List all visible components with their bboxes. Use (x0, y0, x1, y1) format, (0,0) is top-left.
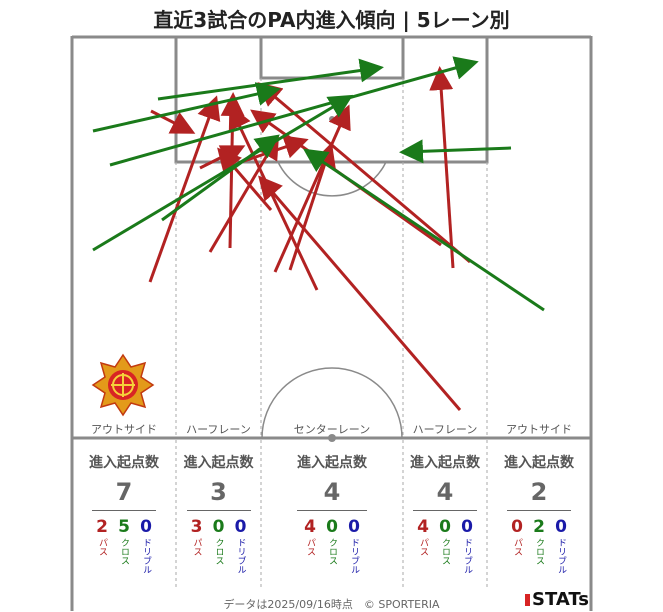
lane-stats-outside-left: 進入起点数 7 2 パス 5 クロス 0 ドリブル (72, 452, 176, 574)
entry-count-header: 進入起点数 (410, 455, 480, 471)
cross-arrow (109, 56, 479, 167)
entry-count-header: 進入起点数 (89, 455, 159, 471)
cross-count: 2 (533, 517, 545, 537)
dribble-label: ドリブル (235, 538, 246, 574)
cross-count: 0 (212, 517, 225, 537)
stat-lane-dividers (175, 440, 488, 590)
pass-arrow (258, 175, 462, 411)
brand-text: STATs (532, 589, 589, 610)
pass-label: パス (191, 538, 202, 556)
pass-label: パス (305, 538, 315, 556)
entry-count-total: 7 (115, 478, 133, 506)
lane-stats-halfspace-left: 進入起点数 3 3 パス 0 クロス 0 ドリブル (176, 452, 261, 574)
pass-count: 0 (511, 517, 523, 537)
pass-arrow (257, 82, 471, 264)
cross-arrow (303, 148, 545, 312)
pass-arrow (273, 104, 351, 273)
cross-label: クロス (534, 538, 544, 565)
cross-arrow (92, 94, 354, 252)
footer-credit: データは2025/09/16時点 © SPORTERIA (223, 598, 440, 611)
centre-circle (261, 367, 403, 439)
pass-arrow (208, 134, 280, 253)
entry-count-total: 4 (323, 478, 341, 506)
entry-count-total: 3 (210, 478, 227, 506)
cross-label: クロス (213, 538, 224, 565)
cross-label: クロス (327, 538, 337, 565)
chart-title: 直近3試合のPA内進入傾向 | 5レーン別 (153, 8, 510, 32)
cross-arrow (157, 58, 384, 101)
brand-logo: STATs (525, 589, 589, 610)
pitch-lines (70, 35, 593, 611)
cross-label: クロス (119, 538, 129, 565)
pass-arrow (228, 104, 319, 291)
pass-arrow (429, 66, 455, 269)
entry-count-total: 2 (530, 478, 548, 506)
divider (92, 510, 156, 511)
lane-stats-halfspace-right: 進入起点数 4 4 パス 0 クロス 0 ドリブル (403, 452, 487, 574)
lane-stats-outside-right: 進入起点数 2 0 パス 2 クロス 0 ドリブル (487, 452, 591, 574)
lane-label-outside-right: アウトサイド (506, 423, 572, 436)
dribble-count: 0 (555, 517, 567, 537)
pass-label: パス (97, 538, 107, 556)
dribble-label: ドリブル (462, 538, 472, 574)
pass-count: 2 (96, 517, 108, 537)
pass-arrows (148, 66, 471, 411)
dribble-label: ドリブル (349, 538, 359, 574)
lane-label-center: センターレーン (293, 423, 371, 436)
pass-arrow (220, 92, 245, 249)
goal-area (259, 35, 405, 80)
pass-count: 3 (190, 517, 203, 537)
divider (413, 510, 477, 511)
cross-arrows (92, 56, 545, 312)
dribble-count: 0 (140, 517, 152, 537)
centre-spot (328, 434, 336, 442)
entry-count-header: 進入起点数 (504, 455, 574, 471)
dribble-label: ドリブル (141, 538, 151, 574)
lane-stats-center: 進入起点数 4 4 パス 0 クロス 0 ドリブル (261, 452, 403, 574)
penalty-arc (277, 161, 387, 197)
cross-label: クロス (440, 538, 450, 565)
dribble-count: 0 (461, 517, 473, 537)
pass-arrow (148, 95, 221, 283)
cross-count: 0 (439, 517, 451, 537)
lane-label-outside-left: アウトサイド (91, 423, 157, 436)
club-crest-icon (91, 353, 155, 417)
entry-count-header: 進入起点数 (183, 455, 254, 471)
penalty-spot (329, 116, 335, 122)
pass-arrow (150, 109, 196, 134)
entry-count-header: 進入起点数 (297, 455, 367, 471)
cross-count: 5 (118, 517, 130, 537)
lane-label-halfspace-right: ハーフレーン (412, 423, 478, 436)
pass-count: 4 (304, 517, 316, 537)
pass-count: 4 (417, 517, 429, 537)
entry-count-total: 4 (436, 478, 454, 506)
divider (507, 510, 571, 511)
pass-label: パス (418, 538, 428, 556)
cross-arrow (399, 139, 512, 164)
brand-mark-icon (525, 594, 530, 606)
divider (297, 510, 367, 511)
divider (186, 510, 251, 511)
cross-arrow (161, 134, 280, 222)
lane-label-halfspace-left: ハーフレーン (186, 423, 251, 436)
dribble-count: 0 (348, 517, 360, 537)
pass-label: パス (512, 538, 522, 556)
cross-count: 0 (326, 517, 338, 537)
dribble-count: 0 (234, 517, 247, 537)
cross-arrow (92, 82, 281, 133)
dribble-label: ドリブル (556, 538, 566, 574)
